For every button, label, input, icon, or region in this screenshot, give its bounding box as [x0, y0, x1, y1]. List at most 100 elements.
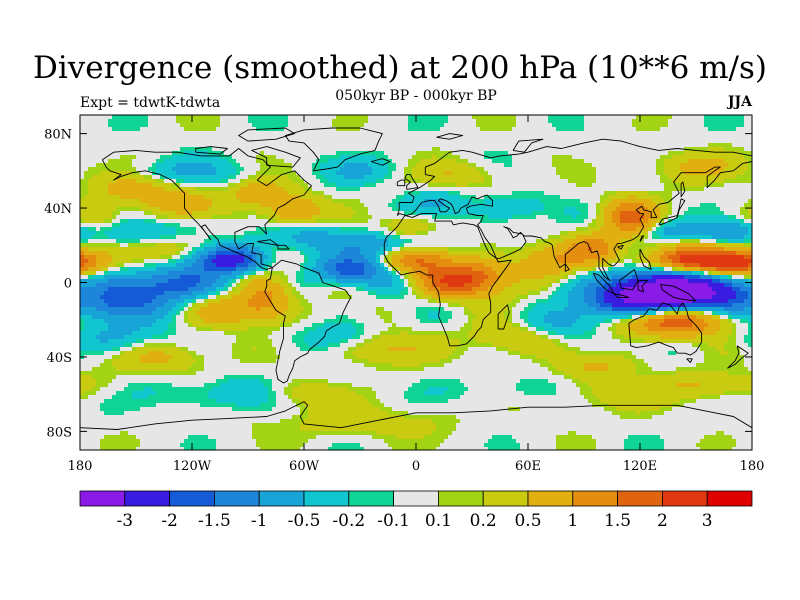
- field-cell: [88, 115, 93, 120]
- field-cell: [224, 195, 229, 200]
- field-cell: [628, 147, 633, 152]
- field-cell: [396, 219, 401, 224]
- field-cell: [732, 135, 737, 140]
- field-cell: [216, 207, 221, 212]
- field-cell: [344, 171, 349, 176]
- field-cell: [156, 191, 161, 196]
- field-cell: [96, 203, 101, 208]
- field-cell: [416, 139, 421, 144]
- field-cell: [176, 199, 181, 204]
- field-cell: [104, 175, 109, 180]
- field-cell: [628, 211, 633, 216]
- field-cell: [140, 119, 145, 124]
- field-cell: [648, 123, 653, 128]
- field-cell: [620, 159, 625, 164]
- field-cell: [668, 227, 673, 232]
- field-cell: [568, 195, 573, 200]
- field-cell: [180, 159, 185, 164]
- field-cell: [620, 207, 625, 212]
- field-cell: [224, 119, 229, 124]
- field-cell: [688, 131, 693, 136]
- field-cell: [116, 223, 121, 228]
- field-cell: [628, 119, 633, 124]
- field-cell: [456, 167, 461, 172]
- field-cell: [384, 115, 389, 120]
- field-cell: [412, 151, 417, 156]
- field-cell: [200, 183, 205, 188]
- field-cell: [748, 195, 752, 200]
- field-cell: [564, 179, 569, 184]
- field-cell: [296, 127, 301, 132]
- field-cell: [212, 179, 217, 184]
- field-cell: [192, 127, 197, 132]
- field-cell: [484, 195, 489, 200]
- field-cell: [556, 211, 561, 216]
- field-cell: [164, 127, 169, 132]
- field-cell: [704, 195, 709, 200]
- field-cell: [452, 191, 457, 196]
- field-cell: [304, 195, 309, 200]
- field-cell: [612, 155, 617, 160]
- field-cell: [544, 179, 549, 184]
- field-cell: [92, 147, 97, 152]
- field-cell: [432, 191, 437, 196]
- field-cell: [392, 167, 397, 172]
- field-cell: [192, 203, 197, 208]
- field-cell: [100, 207, 105, 212]
- field-cell: [352, 191, 357, 196]
- field-cell: [336, 199, 341, 204]
- field-cell: [324, 127, 329, 132]
- field-cell: [380, 171, 385, 176]
- field-cell: [528, 183, 533, 188]
- field-cell: [564, 163, 569, 168]
- field-cell: [536, 131, 541, 136]
- field-cell: [684, 171, 689, 176]
- field-cell: [368, 127, 373, 132]
- field-cell: [168, 119, 173, 124]
- field-cell: [324, 175, 329, 180]
- field-cell: [388, 123, 393, 128]
- field-cell: [120, 183, 125, 188]
- field-cell: [192, 123, 197, 128]
- field-cell: [124, 119, 129, 124]
- field-cell: [744, 227, 749, 232]
- field-cell: [644, 187, 649, 192]
- field-cell: [248, 231, 253, 236]
- field-cell: [308, 195, 313, 200]
- field-cell: [376, 143, 381, 148]
- field-cell: [592, 215, 597, 220]
- field-cell: [692, 207, 697, 212]
- field-cell: [128, 115, 133, 120]
- field-cell: [296, 231, 301, 236]
- field-cell: [708, 163, 713, 168]
- field-cell: [124, 139, 129, 144]
- field-cell: [712, 139, 717, 144]
- field-cell: [388, 187, 393, 192]
- field-cell: [672, 227, 677, 232]
- field-cell: [452, 167, 457, 172]
- field-cell: [308, 191, 313, 196]
- field-cell: [368, 215, 373, 220]
- field-cell: [396, 227, 401, 232]
- field-cell: [100, 183, 105, 188]
- field-cell: [280, 151, 285, 156]
- field-cell: [644, 155, 649, 160]
- field-cell: [356, 203, 361, 208]
- field-cell: [300, 175, 305, 180]
- field-cell: [144, 127, 149, 132]
- field-cell: [332, 227, 337, 232]
- field-cell: [152, 135, 157, 140]
- field-cell: [372, 167, 377, 172]
- field-cell: [84, 219, 89, 224]
- field-cell: [404, 183, 409, 188]
- field-cell: [692, 167, 697, 172]
- field-cell: [136, 207, 141, 212]
- field-cell: [740, 155, 745, 160]
- field-cell: [624, 199, 629, 204]
- field-cell: [248, 167, 253, 172]
- field-cell: [376, 155, 381, 160]
- field-cell: [748, 123, 752, 128]
- field-cell: [232, 231, 237, 236]
- field-cell: [740, 215, 745, 220]
- field-cell: [528, 231, 533, 236]
